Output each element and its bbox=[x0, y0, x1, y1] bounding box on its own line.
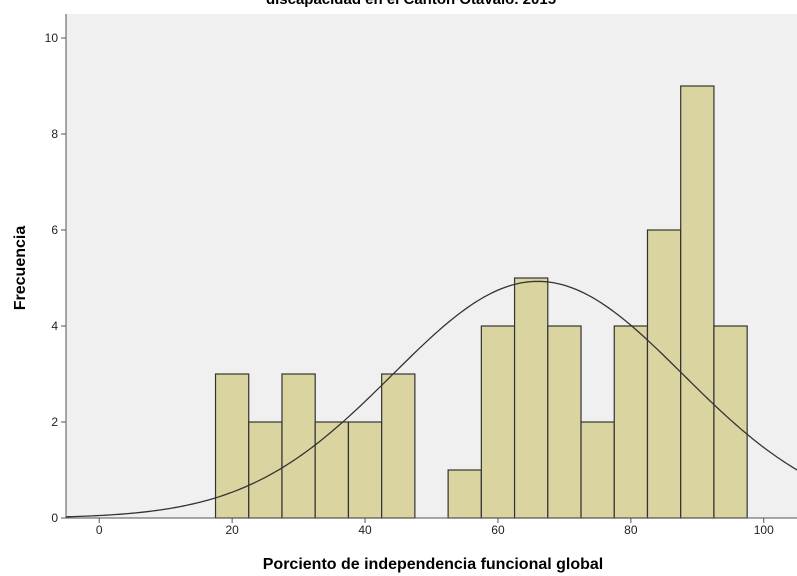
y-tick-label: 6 bbox=[51, 223, 58, 237]
x-tick-label: 60 bbox=[491, 523, 505, 537]
y-axis-label: Frecuencia bbox=[12, 226, 29, 311]
histogram-bar-3 bbox=[314, 421, 350, 519]
histogram-bar-9 bbox=[547, 325, 582, 519]
histogram-bar-5 bbox=[381, 373, 416, 519]
x-ticks: 0 20 40 60 80 100 bbox=[96, 518, 774, 537]
histogram-bar-1 bbox=[248, 421, 283, 519]
histogram-bar-12 bbox=[646, 229, 682, 519]
histogram-bar-10 bbox=[580, 421, 615, 519]
chart-title: discapacidad en el Cantón Otavalo. 2015 bbox=[266, 0, 556, 8]
y-tick-label: 8 bbox=[51, 127, 58, 141]
x-tick-label: 100 bbox=[754, 523, 774, 537]
histogram-bar-7 bbox=[480, 325, 516, 519]
x-tick-label: 80 bbox=[624, 523, 638, 537]
bars-group bbox=[214, 85, 748, 519]
histogram-bar-4 bbox=[347, 421, 383, 519]
histogram-bar-0 bbox=[214, 373, 250, 519]
histogram-bar-8 bbox=[513, 277, 549, 519]
y-tick-label: 4 bbox=[51, 319, 58, 333]
x-tick-label: 20 bbox=[225, 523, 239, 537]
histogram-bar-14 bbox=[713, 325, 748, 519]
x-axis-label: Porciento de independencia funcional glo… bbox=[263, 556, 603, 573]
y-tick-label: 2 bbox=[51, 415, 58, 429]
axes-group bbox=[65, 14, 797, 519]
histogram-bar-11 bbox=[613, 325, 649, 519]
y-tick-label: 10 bbox=[45, 31, 59, 45]
y-ticks: 0 2 4 6 8 10 bbox=[45, 31, 66, 525]
histogram-bar-2 bbox=[281, 373, 316, 519]
histogram-bar-13 bbox=[680, 85, 715, 519]
y-tick-label: 0 bbox=[51, 511, 58, 525]
histogram-bar-6 bbox=[447, 469, 482, 519]
normal-curve bbox=[65, 280, 797, 518]
x-tick-label: 0 bbox=[96, 523, 103, 537]
x-tick-label: 40 bbox=[358, 523, 372, 537]
